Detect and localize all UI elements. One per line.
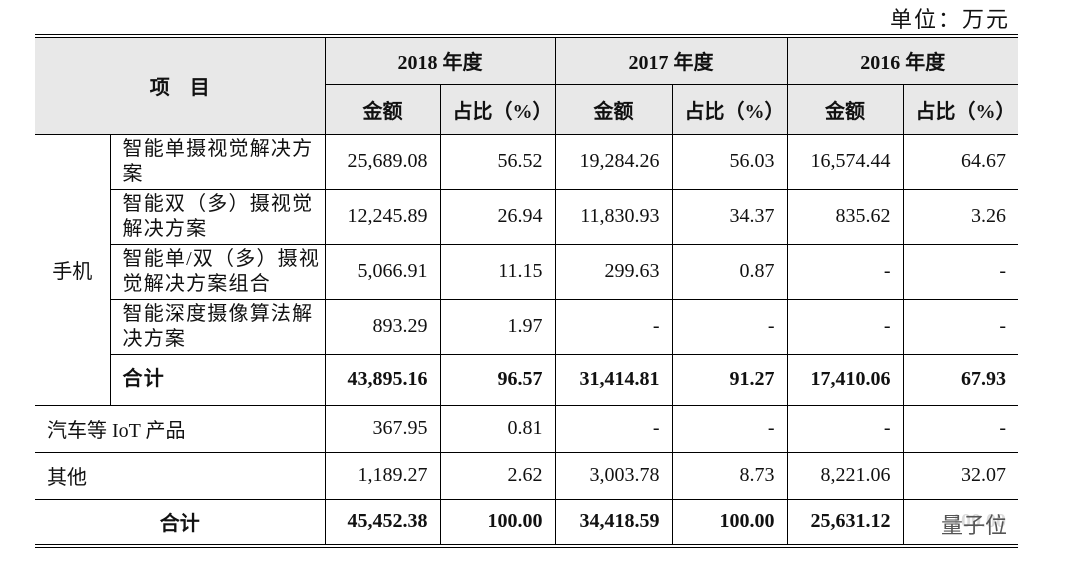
table-cell: 16,574.44 xyxy=(786,133,904,190)
table-cell: 3.26 xyxy=(902,188,1018,245)
table-cell: 67.93 xyxy=(902,353,1018,406)
table-cell: - xyxy=(786,404,904,453)
table-row: 手机 智能单摄视觉解决方案 25,689.08 56.52 19,284.26 56.03… xyxy=(35,133,1018,406)
table-cell: 56.03 xyxy=(671,133,788,190)
table-cell: 占比（%） xyxy=(439,83,556,135)
table-row: 项 目 2018 年度 2017 年度 2016 年度 xyxy=(35,35,1018,135)
table-cell: 893.29 xyxy=(324,298,441,355)
table-cell: 43,895.16 xyxy=(324,353,441,406)
table-cell: 25,631.12 xyxy=(786,498,904,547)
table-cell: - xyxy=(786,298,904,355)
table-cell: 8,221.06 xyxy=(786,451,904,500)
table-cell: 11,830.93 xyxy=(554,188,673,245)
table-cell: 1.97 xyxy=(439,298,556,355)
watermark: 量子位 xyxy=(935,506,1014,542)
table-cell: 91.27 xyxy=(671,353,788,406)
table-cell: 占比（%） xyxy=(671,83,788,135)
table-cell: 17,410.06 xyxy=(786,353,904,406)
table-cell: - xyxy=(671,404,788,453)
table-cell: 金额 xyxy=(786,83,904,135)
table-cell: 0.81 xyxy=(439,404,556,453)
revenue-table: 项 目 2018 年度 2017 年度 2016 年度 金额 占比（%） 金额 占比（%） 金额… xyxy=(35,34,1018,548)
table-cell: - xyxy=(554,404,673,453)
table-cell: 智能深度摄像算法解决方案 xyxy=(110,298,326,355)
table-cell: 100.00 xyxy=(671,498,788,547)
table-cell: 合计 xyxy=(110,353,326,406)
table-cell: - xyxy=(554,298,673,355)
unit-label: 单位：万元 xyxy=(889,7,1010,32)
table-cell: - xyxy=(902,298,1018,355)
table-cell: - xyxy=(902,243,1018,300)
table-cell: 367.95 xyxy=(324,404,441,453)
table-cell: 手机 xyxy=(35,133,111,406)
table-cell: 19,284.26 xyxy=(554,133,673,190)
table-cell: 100.00 xyxy=(439,498,556,547)
table-row: 合计 43,895.16 96.57 31,414.81 91.27 17,410.06 6… xyxy=(35,353,1018,406)
table-cell: 56.52 xyxy=(439,133,556,190)
table-row: 智能深度摄像算法解决方案 893.29 1.97- - - - xyxy=(35,298,1018,355)
table-cell: 2018 年度 xyxy=(324,35,556,85)
table-cell: 12,245.89 xyxy=(324,188,441,245)
table-cell: 64.67 xyxy=(902,133,1018,190)
table-cell: 32.07 xyxy=(902,451,1018,500)
table-row: 智能单/双（多）摄视觉解决方案组合 5,066.91 11.15 299.63 0.87… xyxy=(35,243,1018,300)
table-cell: 金额 xyxy=(554,83,673,135)
table-cell: 2017 年度 xyxy=(554,35,788,85)
table-cell: 8.73 xyxy=(671,451,788,500)
table-cell: 835.62 xyxy=(786,188,904,245)
table-cell: - xyxy=(671,298,788,355)
table-row: 智能双（多）摄视觉解决方案 12,245.89 26.94 11,830.93 34.3… xyxy=(35,188,1018,245)
table-cell: 2016 年度 xyxy=(786,35,1018,85)
table-cell: 金额 xyxy=(325,83,441,135)
table-cell: 26.94 xyxy=(439,188,556,245)
table-cell: 2.62 xyxy=(439,451,556,500)
table-cell: 1,189.27 xyxy=(324,451,441,500)
table-cell: 汽车等 IoT 产品 xyxy=(35,404,326,453)
table-cell: 合计 xyxy=(35,498,326,547)
table-cell: - xyxy=(902,404,1018,453)
table-cell: 其他 xyxy=(35,451,326,500)
table-cell: 项 目 xyxy=(35,35,326,135)
table-cell: 34.37 xyxy=(671,188,788,245)
table-row: 汽车等 IoT 产品 367.95 0.81- - - - xyxy=(35,404,1018,453)
table-cell: 智能单/双（多）摄视觉解决方案组合 xyxy=(110,243,326,300)
table-cell: 智能双（多）摄视觉解决方案 xyxy=(110,188,326,245)
table-cell: 3,003.78 xyxy=(554,451,673,500)
table-cell: 45,452.38 xyxy=(324,498,441,547)
table-cell: - xyxy=(786,243,904,300)
table-cell: 智能单摄视觉解决方案 xyxy=(109,133,326,190)
table-cell: 96.57 xyxy=(439,353,556,406)
table-cell: 11.15 xyxy=(439,243,556,300)
table-cell: 299.63 xyxy=(554,243,673,300)
table-row: 其他 1,189.27 2.62 3,003.78 8.73 8,221.06 32.07 xyxy=(35,451,1018,500)
table-cell: 0.87 xyxy=(671,243,788,300)
table-cell: 5,066.91 xyxy=(324,243,441,300)
table-row: 合计 45,452.38 100.00 34,418.59 100.00 25,631.1… xyxy=(35,498,1018,547)
table-cell: 31,414.81 xyxy=(554,353,673,406)
table-cell: 占比（%） xyxy=(902,83,1018,135)
table-cell: 34,418.59 xyxy=(554,498,673,547)
table-cell: 25,689.08 xyxy=(324,133,441,190)
